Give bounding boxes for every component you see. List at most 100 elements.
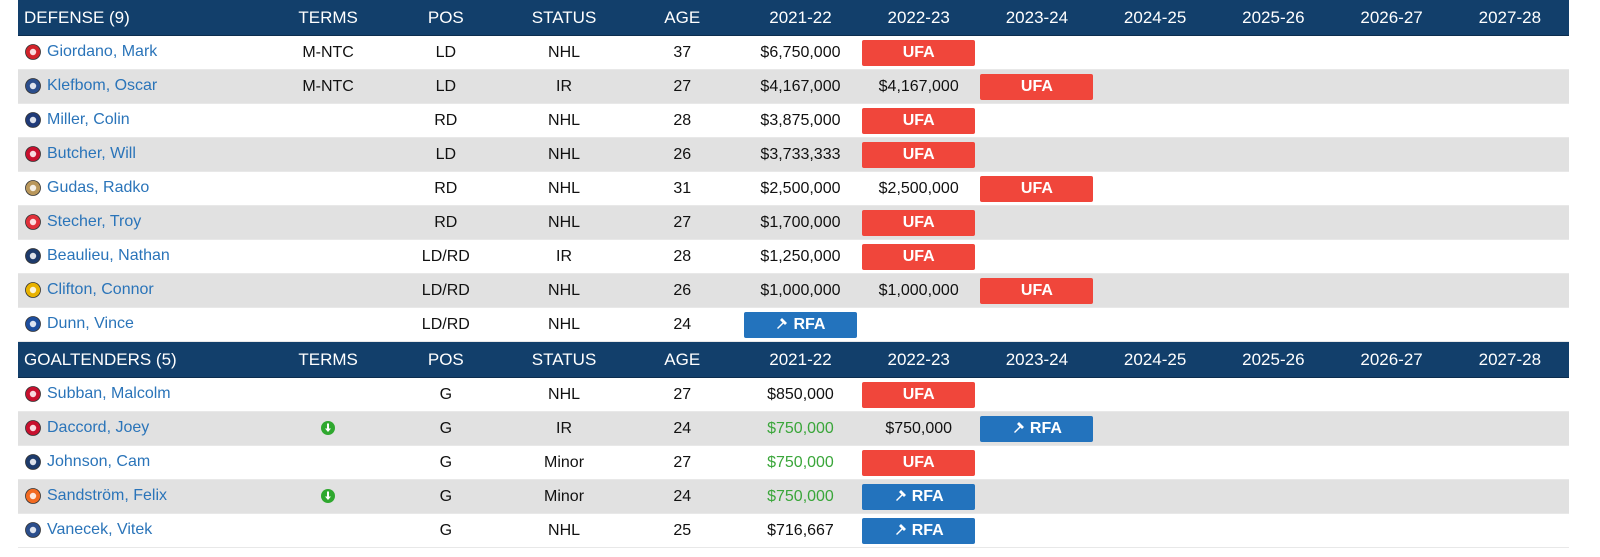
player-name-link[interactable]: Johnson, Cam: [47, 453, 151, 471]
player-cell: Beaulieu, Nathan: [18, 239, 270, 274]
column-header[interactable]: STATUS: [504, 341, 624, 378]
year-2023-24-cell: [977, 377, 1097, 412]
salary-value: $750,000: [885, 419, 953, 437]
column-header[interactable]: 2025-26: [1214, 0, 1333, 36]
column-header[interactable]: 2026-27: [1332, 341, 1451, 378]
year-2022-23-cell: UFA: [859, 103, 978, 138]
player-name-link[interactable]: Butcher, Will: [47, 145, 136, 163]
player-row: Giordano, Mark M-NTC LD NHL 37 $6,750,000 UFA: [18, 35, 1569, 70]
rfa-badge[interactable]: RFA: [743, 311, 857, 338]
salary-value: $3,733,333: [760, 145, 841, 163]
terms-cell: [269, 377, 387, 412]
age-cell: 24: [623, 411, 742, 446]
column-header[interactable]: 2022-23: [859, 0, 978, 36]
section-title[interactable]: GOALTENDERS (5): [18, 341, 270, 378]
pos-cell: LD/RD: [386, 307, 505, 342]
player-name-link[interactable]: Klefbom, Oscar: [47, 77, 158, 95]
terms-cell: [269, 479, 387, 514]
player-name-link[interactable]: Subban, Malcolm: [47, 385, 171, 403]
ufa-badge: UFA: [862, 141, 976, 168]
ottawa-senators-logo: [24, 419, 42, 437]
terms-cell: [269, 411, 387, 446]
year-2021-22-cell: $4,167,000: [741, 69, 860, 104]
rfa-label: RFA: [911, 487, 944, 505]
year-2025-26-cell: [1214, 445, 1333, 480]
column-header[interactable]: 2025-26: [1214, 341, 1333, 378]
info-down-icon[interactable]: [320, 488, 336, 505]
year-2025-26-cell: [1214, 69, 1333, 104]
player-cell: Stecher, Troy: [18, 205, 270, 240]
column-header[interactable]: 2023-24: [977, 341, 1097, 378]
age-cell: 27: [623, 377, 742, 412]
player-row: Daccord, Joey G IR 24 $750,000 $750,000 RFA: [18, 411, 1569, 446]
player-row: Subban, Malcolm G NHL 27 $850,000 UFA: [18, 377, 1569, 412]
pos-cell: RD: [386, 171, 505, 206]
column-header[interactable]: AGE: [623, 341, 742, 378]
column-header[interactable]: 2024-25: [1096, 341, 1215, 378]
year-2027-28-cell: [1450, 411, 1569, 446]
column-header[interactable]: 2027-28: [1450, 341, 1569, 378]
age-cell: 27: [623, 205, 742, 240]
terms-cell: [269, 205, 387, 240]
year-2025-26-cell: [1214, 35, 1333, 70]
player-name-link[interactable]: Gudas, Radko: [47, 179, 150, 197]
player-name-link[interactable]: Dunn, Vince: [47, 315, 134, 333]
rfa-badge[interactable]: RFA: [862, 483, 976, 510]
year-2023-24-cell: [977, 513, 1097, 548]
pos-cell: G: [386, 377, 505, 412]
status-value: Minor: [544, 453, 585, 471]
column-header[interactable]: 2021-22: [741, 341, 860, 378]
column-header[interactable]: 2022-23: [859, 341, 978, 378]
column-header[interactable]: 2023-24: [977, 0, 1097, 36]
column-header[interactable]: STATUS: [504, 0, 624, 36]
column-header[interactable]: TERMS: [269, 0, 387, 36]
player-name-link[interactable]: Beaulieu, Nathan: [47, 247, 170, 265]
column-header[interactable]: POS: [386, 0, 505, 36]
year-2023-24-cell: [977, 307, 1097, 342]
status-value: NHL: [548, 385, 581, 403]
terms-cell: [269, 513, 387, 548]
status-value: NHL: [548, 281, 581, 299]
player-name-link[interactable]: Daccord, Joey: [47, 419, 150, 437]
year-2023-24-cell: [977, 445, 1097, 480]
year-2027-28-cell: [1450, 239, 1569, 274]
pos-value: G: [439, 453, 453, 471]
player-name-link[interactable]: Stecher, Troy: [47, 213, 142, 231]
age-cell: 28: [623, 239, 742, 274]
rfa-badge[interactable]: RFA: [862, 517, 976, 544]
rfa-badge[interactable]: RFA: [980, 415, 1094, 442]
ufa-badge: UFA: [862, 107, 976, 134]
age-value: 28: [673, 111, 692, 129]
pos-cell: RD: [386, 205, 505, 240]
status-value: NHL: [548, 315, 581, 333]
roster-table: DEFENSE (9) TERMS POS STATUS AGE 2021-22 2022-…: [18, 0, 1569, 548]
year-2026-27-cell: [1332, 103, 1451, 138]
section-title[interactable]: DEFENSE (9): [18, 0, 270, 36]
player-name-link[interactable]: Giordano, Mark: [47, 43, 158, 61]
column-header[interactable]: 2021-22: [741, 0, 860, 36]
column-header[interactable]: POS: [386, 341, 505, 378]
ufa-label: UFA: [902, 145, 935, 163]
terms-cell: [269, 103, 387, 138]
player-name-link[interactable]: Vanecek, Vitek: [47, 521, 153, 539]
info-down-icon[interactable]: [320, 420, 336, 437]
column-header[interactable]: 2026-27: [1332, 0, 1451, 36]
salary-value: $3,875,000: [760, 111, 841, 129]
ufa-label: UFA: [1020, 179, 1053, 197]
philadelphia-flyers-logo: [24, 487, 42, 505]
pos-value: LD/RD: [421, 281, 470, 299]
column-header[interactable]: TERMS: [269, 341, 387, 378]
column-header[interactable]: AGE: [623, 0, 742, 36]
pos-cell: G: [386, 411, 505, 446]
goaltenders-header-row: GOALTENDERS (5) TERMS POS STATUS AGE 2021-22 2…: [18, 341, 1569, 378]
player-name-link[interactable]: Miller, Colin: [47, 111, 130, 129]
player-name-link[interactable]: Clifton, Connor: [47, 281, 154, 299]
player-name-link[interactable]: Sandström, Felix: [47, 487, 168, 505]
column-header[interactable]: 2027-28: [1450, 0, 1569, 36]
status-value: Minor: [544, 487, 585, 505]
column-header[interactable]: 2024-25: [1096, 0, 1215, 36]
year-2023-24-cell: [977, 35, 1097, 70]
year-2027-28-cell: [1450, 513, 1569, 548]
player-row: Sandström, Felix G Minor 24 $750,000 RFA: [18, 479, 1569, 514]
age-value: 28: [673, 247, 692, 265]
